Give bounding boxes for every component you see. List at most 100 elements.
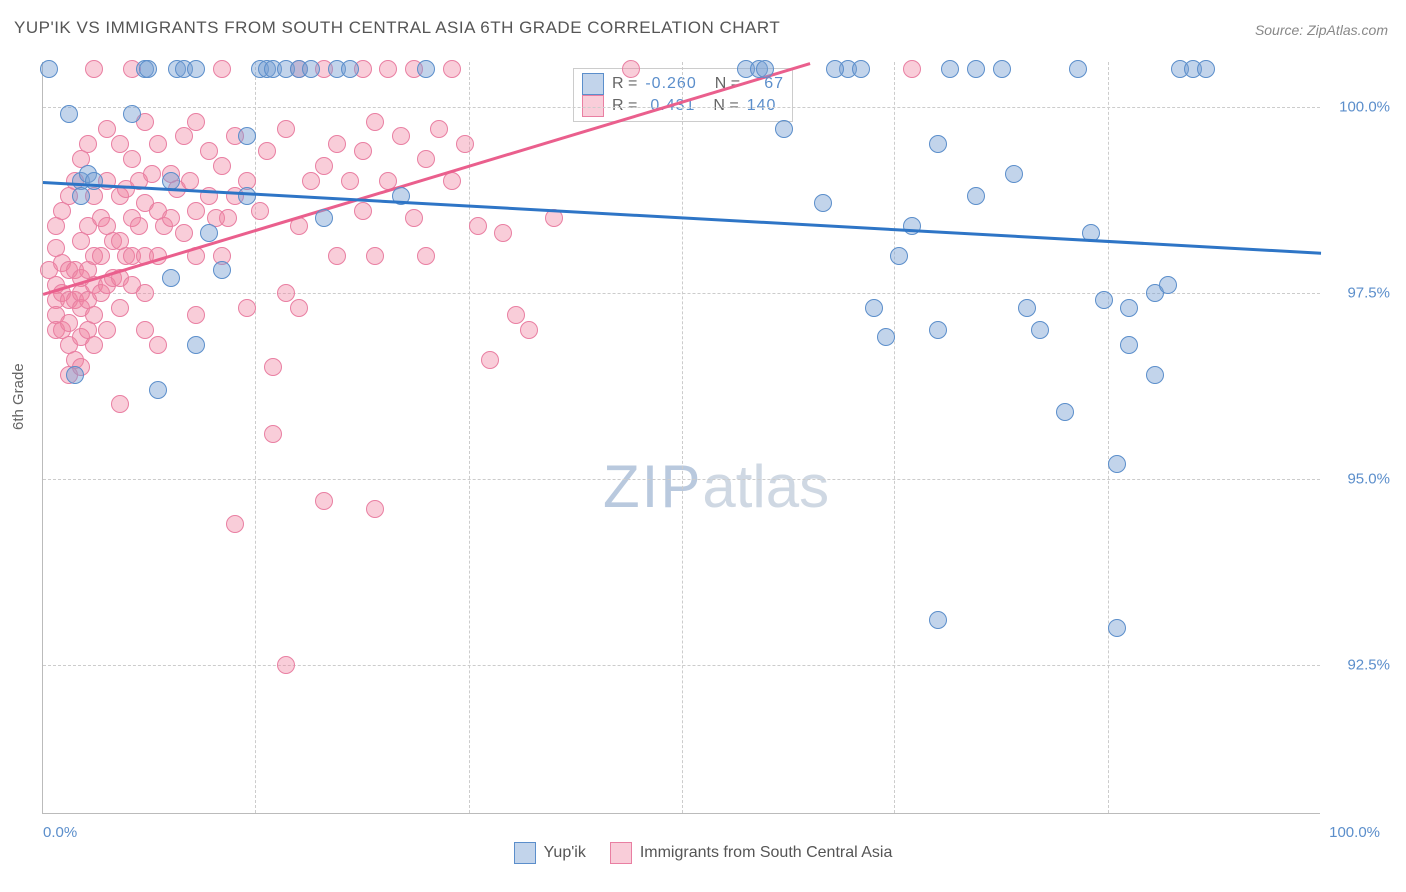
data-point-pink: [392, 127, 410, 145]
data-point-blue: [1120, 299, 1138, 317]
data-point-blue: [890, 247, 908, 265]
x-tick-label: 100.0%: [1329, 824, 1380, 841]
data-point-pink: [98, 321, 116, 339]
data-point-blue: [85, 172, 103, 190]
data-point-pink: [430, 120, 448, 138]
data-point-pink: [187, 113, 205, 131]
data-point-blue: [139, 60, 157, 78]
data-point-pink: [302, 172, 320, 190]
data-point-pink: [520, 321, 538, 339]
data-point-pink: [417, 150, 435, 168]
data-point-blue: [213, 261, 231, 279]
data-point-pink: [366, 247, 384, 265]
data-point-blue: [929, 611, 947, 629]
data-point-pink: [187, 202, 205, 220]
data-point-pink: [130, 217, 148, 235]
data-point-pink: [903, 60, 921, 78]
data-point-pink: [79, 135, 97, 153]
data-point-pink: [123, 150, 141, 168]
data-point-pink: [136, 321, 154, 339]
legend-label-pink: Immigrants from South Central Asia: [640, 844, 893, 862]
data-point-pink: [85, 306, 103, 324]
data-point-pink: [405, 209, 423, 227]
data-point-pink: [111, 299, 129, 317]
data-point-blue: [60, 105, 78, 123]
data-point-pink: [175, 127, 193, 145]
gridline-v: [1108, 62, 1109, 813]
y-tick-label: 97.5%: [1330, 284, 1390, 301]
bottom-legend: Yup'ik Immigrants from South Central Asi…: [0, 842, 1406, 864]
data-point-blue: [315, 209, 333, 227]
chart-container: YUP'IK VS IMMIGRANTS FROM SOUTH CENTRAL …: [0, 0, 1406, 892]
data-point-blue: [852, 60, 870, 78]
data-point-blue: [1095, 291, 1113, 309]
data-point-blue: [775, 120, 793, 138]
chart-title: YUP'IK VS IMMIGRANTS FROM SOUTH CENTRAL …: [14, 18, 780, 38]
data-point-blue: [238, 127, 256, 145]
data-point-pink: [277, 120, 295, 138]
data-point-blue: [929, 321, 947, 339]
data-point-pink: [290, 299, 308, 317]
data-point-pink: [366, 500, 384, 518]
data-point-blue: [1108, 619, 1126, 637]
data-point-pink: [354, 142, 372, 160]
data-point-pink: [417, 247, 435, 265]
data-point-pink: [238, 299, 256, 317]
legend-label-blue: Yup'ik: [544, 844, 586, 862]
swatch-blue: [582, 73, 604, 95]
data-point-pink: [226, 515, 244, 533]
data-point-blue: [1146, 366, 1164, 384]
data-point-pink: [456, 135, 474, 153]
data-point-blue: [967, 187, 985, 205]
data-point-blue: [302, 60, 320, 78]
data-point-blue: [187, 336, 205, 354]
y-tick-label: 95.0%: [1330, 470, 1390, 487]
data-point-pink: [443, 60, 461, 78]
data-point-blue: [417, 60, 435, 78]
data-point-pink: [341, 172, 359, 190]
data-point-blue: [341, 60, 359, 78]
data-point-pink: [251, 202, 269, 220]
data-point-pink: [111, 135, 129, 153]
data-point-blue: [877, 328, 895, 346]
data-point-blue: [40, 60, 58, 78]
data-point-pink: [181, 172, 199, 190]
data-point-blue: [929, 135, 947, 153]
gridline-v: [469, 62, 470, 813]
data-point-blue: [903, 217, 921, 235]
x-tick-label: 0.0%: [43, 824, 77, 841]
data-point-blue: [1197, 60, 1215, 78]
data-point-pink: [481, 351, 499, 369]
data-point-blue: [66, 366, 84, 384]
data-point-blue: [756, 60, 774, 78]
data-point-blue: [187, 60, 205, 78]
data-point-pink: [149, 135, 167, 153]
data-point-pink: [175, 224, 193, 242]
data-point-blue: [993, 60, 1011, 78]
data-point-pink: [85, 60, 103, 78]
data-point-pink: [187, 306, 205, 324]
data-point-pink: [162, 209, 180, 227]
data-point-pink: [264, 358, 282, 376]
gridline-v: [682, 62, 683, 813]
data-point-blue: [1069, 60, 1087, 78]
data-point-pink: [149, 336, 167, 354]
y-axis-label: 6th Grade: [10, 363, 27, 430]
data-point-pink: [92, 247, 110, 265]
data-point-pink: [494, 224, 512, 242]
data-point-blue: [149, 381, 167, 399]
data-point-pink: [507, 306, 525, 324]
data-point-blue: [1108, 455, 1126, 473]
legend-swatch-blue: [514, 842, 536, 864]
data-point-pink: [60, 314, 78, 332]
data-point-blue: [200, 224, 218, 242]
source-attribution: Source: ZipAtlas.com: [1255, 22, 1388, 38]
data-point-blue: [1031, 321, 1049, 339]
data-point-blue: [162, 269, 180, 287]
data-point-pink: [315, 492, 333, 510]
data-point-pink: [219, 209, 237, 227]
data-point-pink: [200, 142, 218, 160]
data-point-pink: [264, 425, 282, 443]
data-point-pink: [315, 157, 333, 175]
data-point-blue: [1018, 299, 1036, 317]
